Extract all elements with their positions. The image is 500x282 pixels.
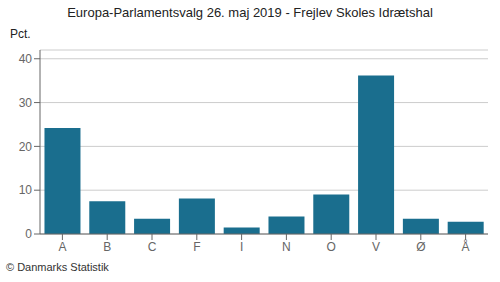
svg-text:N: N bbox=[282, 240, 291, 254]
svg-text:10: 10 bbox=[19, 183, 33, 197]
svg-text:20: 20 bbox=[19, 140, 33, 154]
svg-text:V: V bbox=[372, 240, 380, 254]
svg-text:Å: Å bbox=[462, 239, 470, 254]
html-text:Europa-Parlamentsvalg 26. maj: Europa-Parlamentsvalg 26. maj 2019 - Fre… bbox=[67, 5, 433, 20]
html-text:Pct.: Pct. bbox=[10, 27, 31, 41]
svg-text:F: F bbox=[193, 240, 200, 254]
svg-text:Ø: Ø bbox=[416, 240, 425, 254]
svg-text:40: 40 bbox=[19, 52, 33, 66]
svg-text:B: B bbox=[103, 240, 111, 254]
svg-text:30: 30 bbox=[19, 96, 33, 110]
svg-text:O: O bbox=[327, 240, 336, 254]
svg-text:C: C bbox=[148, 240, 157, 254]
svg-text:A: A bbox=[58, 240, 66, 254]
svg-text:0: 0 bbox=[25, 227, 32, 241]
svg-text:I: I bbox=[240, 240, 243, 254]
html-text:© Danmarks Statistik: © Danmarks Statistik bbox=[6, 261, 109, 273]
